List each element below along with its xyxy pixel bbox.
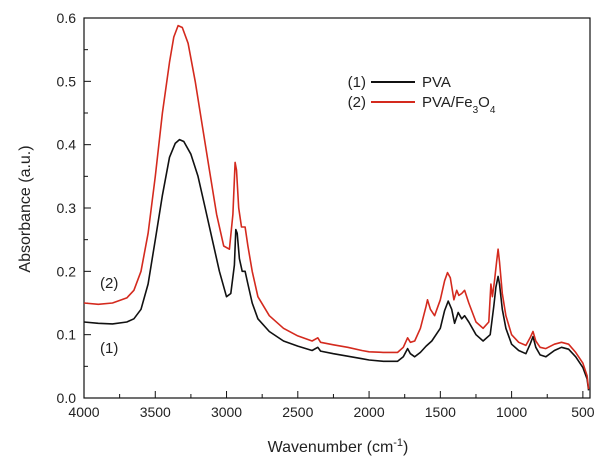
legend-tag-1: (1) bbox=[348, 74, 366, 91]
series-line-pva bbox=[83, 138, 590, 391]
y-tick-label: 0.5 bbox=[57, 73, 77, 89]
y-tick-label: 0.6 bbox=[57, 10, 77, 26]
series-lines bbox=[83, 24, 590, 391]
curve-label-1: (1) bbox=[100, 340, 118, 357]
y-tick-label: 0.0 bbox=[57, 390, 77, 406]
x-tick-label: 2500 bbox=[282, 404, 313, 420]
y-tick-label: 0.3 bbox=[57, 200, 77, 216]
legend-label-pva: PVA bbox=[422, 74, 451, 91]
y-axis-title: Absorbance (a.u.) bbox=[17, 145, 34, 272]
legend-label-pva-fe3o4: PVA/Fe3O4 bbox=[422, 94, 496, 116]
x-tick-label: 1500 bbox=[425, 404, 456, 420]
x-tick-label: 3500 bbox=[140, 404, 171, 420]
x-tick-label: 4000 bbox=[68, 404, 99, 420]
x-tick-label: 2000 bbox=[353, 404, 384, 420]
x-axis-title: Wavenumber (cm-1) bbox=[268, 437, 409, 456]
y-tick-label: 0.2 bbox=[57, 263, 77, 279]
axis-ticks bbox=[83, 17, 584, 399]
tick-labels: 4000 3500 3000 2500 2000 1500 1000 500 0.0 0.1 0.2… bbox=[57, 10, 594, 420]
series-line-pva-fe3o4 bbox=[83, 24, 590, 390]
legend: (1) PVA (2) PVA/Fe3O4 bbox=[348, 74, 496, 116]
y-tick-label: 0.1 bbox=[57, 327, 77, 343]
legend-tag-2: (2) bbox=[348, 94, 366, 111]
x-tick-label: 1000 bbox=[496, 404, 527, 420]
x-tick-label: 500 bbox=[571, 404, 594, 420]
y-tick-label: 0.4 bbox=[57, 137, 77, 153]
curve-label-2: (2) bbox=[100, 275, 118, 292]
x-tick-label: 3000 bbox=[211, 404, 242, 420]
